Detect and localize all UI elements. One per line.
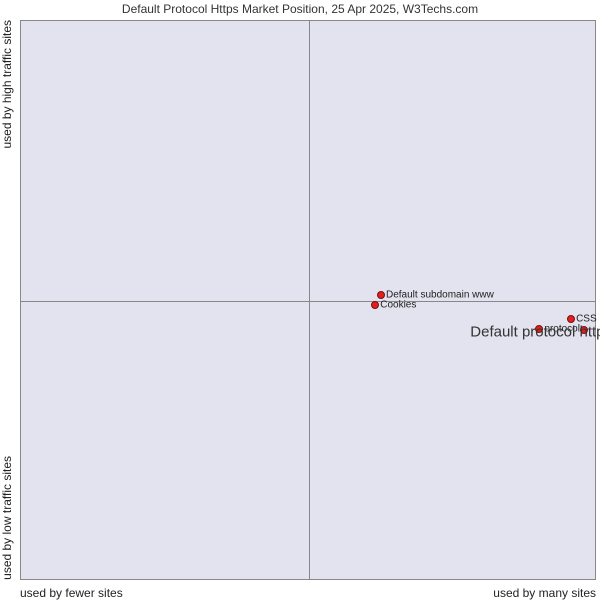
x-axis-label-right: used by many sites [493, 586, 596, 600]
data-point-label: Cookies [380, 300, 416, 311]
data-point [371, 301, 379, 309]
x-axis-label-left: used by fewer sites [20, 586, 123, 600]
market-position-chart: Default Protocol Https Market Position, … [0, 0, 600, 600]
plot-background [21, 21, 595, 579]
mid-horizontal-line [21, 301, 595, 302]
mid-vertical-line [309, 21, 310, 579]
chart-title: Default Protocol Https Market Position, … [0, 2, 600, 16]
plot-area: Default subdomain wwwCookiesCSSprotocolD… [20, 20, 596, 580]
y-axis-label-bottom: used by low traffic sites [0, 456, 14, 580]
highlight-label: Default protocol https [470, 323, 600, 340]
data-point [377, 291, 385, 299]
y-axis-label-top: used by high traffic sites [0, 20, 14, 149]
data-point [567, 315, 575, 323]
